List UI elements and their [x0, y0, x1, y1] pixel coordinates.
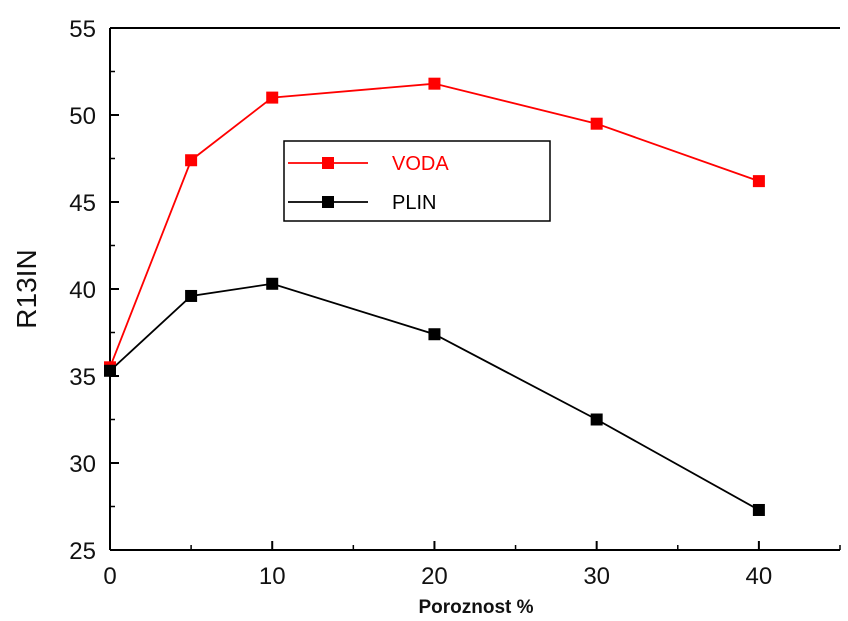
series-line-plin: [109, 282, 760, 511]
y-tick-label: 30: [69, 451, 96, 478]
data-point-plin: [590, 413, 603, 426]
y-tick-label: 55: [69, 16, 96, 43]
data-point-plin: [266, 277, 279, 290]
x-tick-label: 0: [103, 563, 116, 590]
series-lines: [109, 82, 760, 511]
data-point-voda: [266, 91, 279, 104]
data-point-voda: [752, 175, 765, 188]
y-tick-label: 25: [69, 538, 96, 565]
y-tick-label: 35: [69, 364, 96, 391]
data-point-plin: [185, 289, 198, 302]
y-axis-title: R13IN: [11, 249, 42, 328]
series-line-voda: [109, 82, 760, 368]
legend: VODA PLIN: [283, 140, 551, 222]
data-point-voda: [185, 154, 198, 167]
series-markers: [104, 77, 765, 516]
y-tick-label: 40: [69, 277, 96, 304]
axes: 25 30 35 40 45 50 55 0 10 20 30 40: [69, 16, 841, 590]
data-point-plin: [428, 328, 441, 341]
data-point-plin: [104, 364, 116, 377]
x-tick-label: 20: [421, 563, 448, 590]
legend-label-plin: PLIN: [392, 192, 436, 214]
y-tick-label: 45: [69, 190, 96, 217]
x-tick-label: 10: [259, 563, 286, 590]
data-point-voda: [428, 77, 441, 90]
x-axis-title: Poroznost %: [418, 597, 533, 618]
x-tick-label: 40: [746, 563, 773, 590]
legend-marker-voda: [322, 157, 334, 169]
data-point-voda: [590, 117, 603, 130]
x-tick-label: 30: [583, 563, 610, 590]
legend-marker-plin: [322, 196, 334, 208]
data-point-plin: [752, 503, 765, 516]
legend-label-voda: VODA: [392, 153, 449, 175]
y-tick-label: 50: [69, 103, 96, 130]
